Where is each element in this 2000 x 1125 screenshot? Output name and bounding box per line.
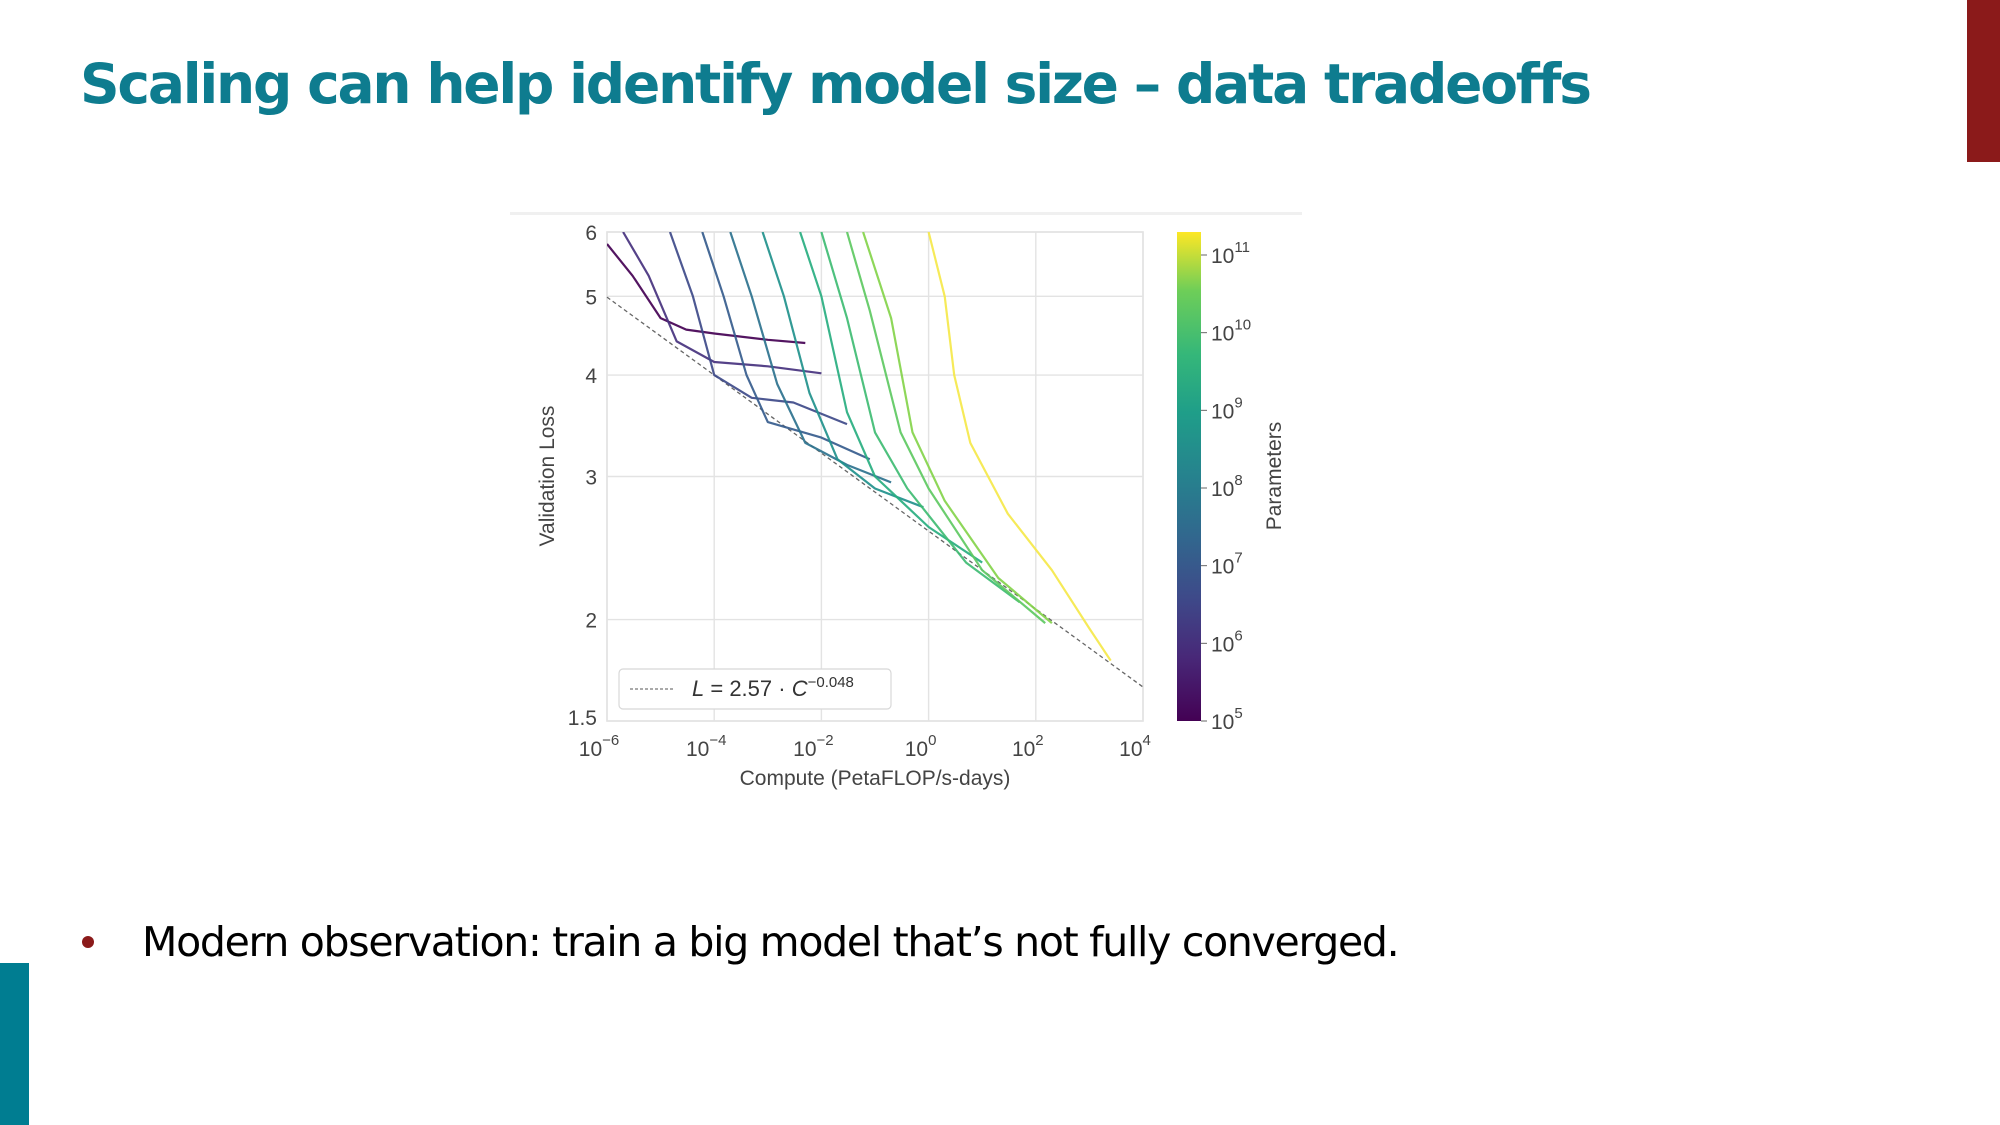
series-line bbox=[761, 232, 924, 509]
colorbar-tick-label: 1011 bbox=[1211, 239, 1250, 268]
series-line bbox=[927, 232, 1112, 662]
accent-bar-bottom-left bbox=[0, 963, 29, 1125]
series-lines bbox=[607, 232, 1112, 662]
x-axis-ticks: 10−6 10−4 10−2 100 102 104 bbox=[579, 732, 1151, 761]
colorbar: 105 106 107 108 109 1010 1011 Parameters bbox=[1177, 232, 1286, 734]
series-line bbox=[820, 232, 1021, 604]
colorbar-tick-label: 106 bbox=[1211, 627, 1243, 656]
scaling-chart: 1.5 2 3 4 5 6 10−6 10−4 10−2 100 102 104 Validatio… bbox=[536, 222, 1286, 790]
colorbar-ticks: 105 106 107 108 109 1010 1011 bbox=[1201, 239, 1251, 734]
x-axis-label: Compute (PetaFLOP/s-days) bbox=[740, 767, 1011, 790]
chart-figure: 1.5 2 3 4 5 6 10−6 10−4 10−2 100 102 104 Validatio… bbox=[510, 212, 1302, 815]
y-axis-label: Validation Loss bbox=[536, 406, 559, 547]
colorbar-label: Parameters bbox=[1263, 422, 1286, 531]
series-line bbox=[845, 232, 1046, 624]
series-line bbox=[862, 232, 1053, 624]
series-line bbox=[622, 232, 822, 375]
y-tick-label: 3 bbox=[585, 467, 597, 490]
series-line bbox=[799, 232, 983, 564]
legend-label: L = 2.57 · C−0.048 bbox=[692, 674, 854, 701]
colorbar-tick-label: 105 bbox=[1211, 705, 1243, 734]
colorbar-tick-label: 1010 bbox=[1211, 317, 1251, 346]
x-tick-label: 100 bbox=[905, 732, 937, 761]
x-tick-label: 10−4 bbox=[686, 732, 726, 761]
slide-title: Scaling can help identify model size – d… bbox=[80, 52, 1592, 116]
colorbar-tick-label: 109 bbox=[1211, 394, 1243, 423]
y-tick-label: 4 bbox=[585, 365, 597, 388]
x-tick-label: 102 bbox=[1012, 732, 1044, 761]
y-axis-ticks: 1.5 2 3 4 5 6 bbox=[568, 222, 598, 730]
series-line bbox=[668, 232, 848, 426]
y-tick-label: 2 bbox=[585, 610, 597, 633]
bullet-dot-icon bbox=[82, 936, 94, 948]
legend: L = 2.57 · C−0.048 bbox=[618, 668, 892, 710]
fit-line bbox=[606, 296, 1144, 688]
colorbar-tick-label: 108 bbox=[1211, 472, 1243, 501]
x-tick-label: 10−6 bbox=[579, 732, 619, 761]
y-tick-label: 1.5 bbox=[568, 707, 597, 730]
series-line bbox=[729, 232, 892, 484]
bullet-text: Modern observation: train a big model th… bbox=[142, 918, 1400, 966]
x-tick-label: 104 bbox=[1119, 732, 1151, 761]
colorbar-tick-label: 107 bbox=[1211, 550, 1243, 579]
series-line bbox=[607, 243, 806, 345]
y-tick-label: 5 bbox=[585, 286, 597, 309]
accent-bar-top-right bbox=[1967, 0, 2000, 162]
bullet-item: Modern observation: train a big model th… bbox=[78, 912, 1400, 972]
y-tick-label: 6 bbox=[585, 222, 597, 245]
x-tick-label: 10−2 bbox=[793, 732, 833, 761]
